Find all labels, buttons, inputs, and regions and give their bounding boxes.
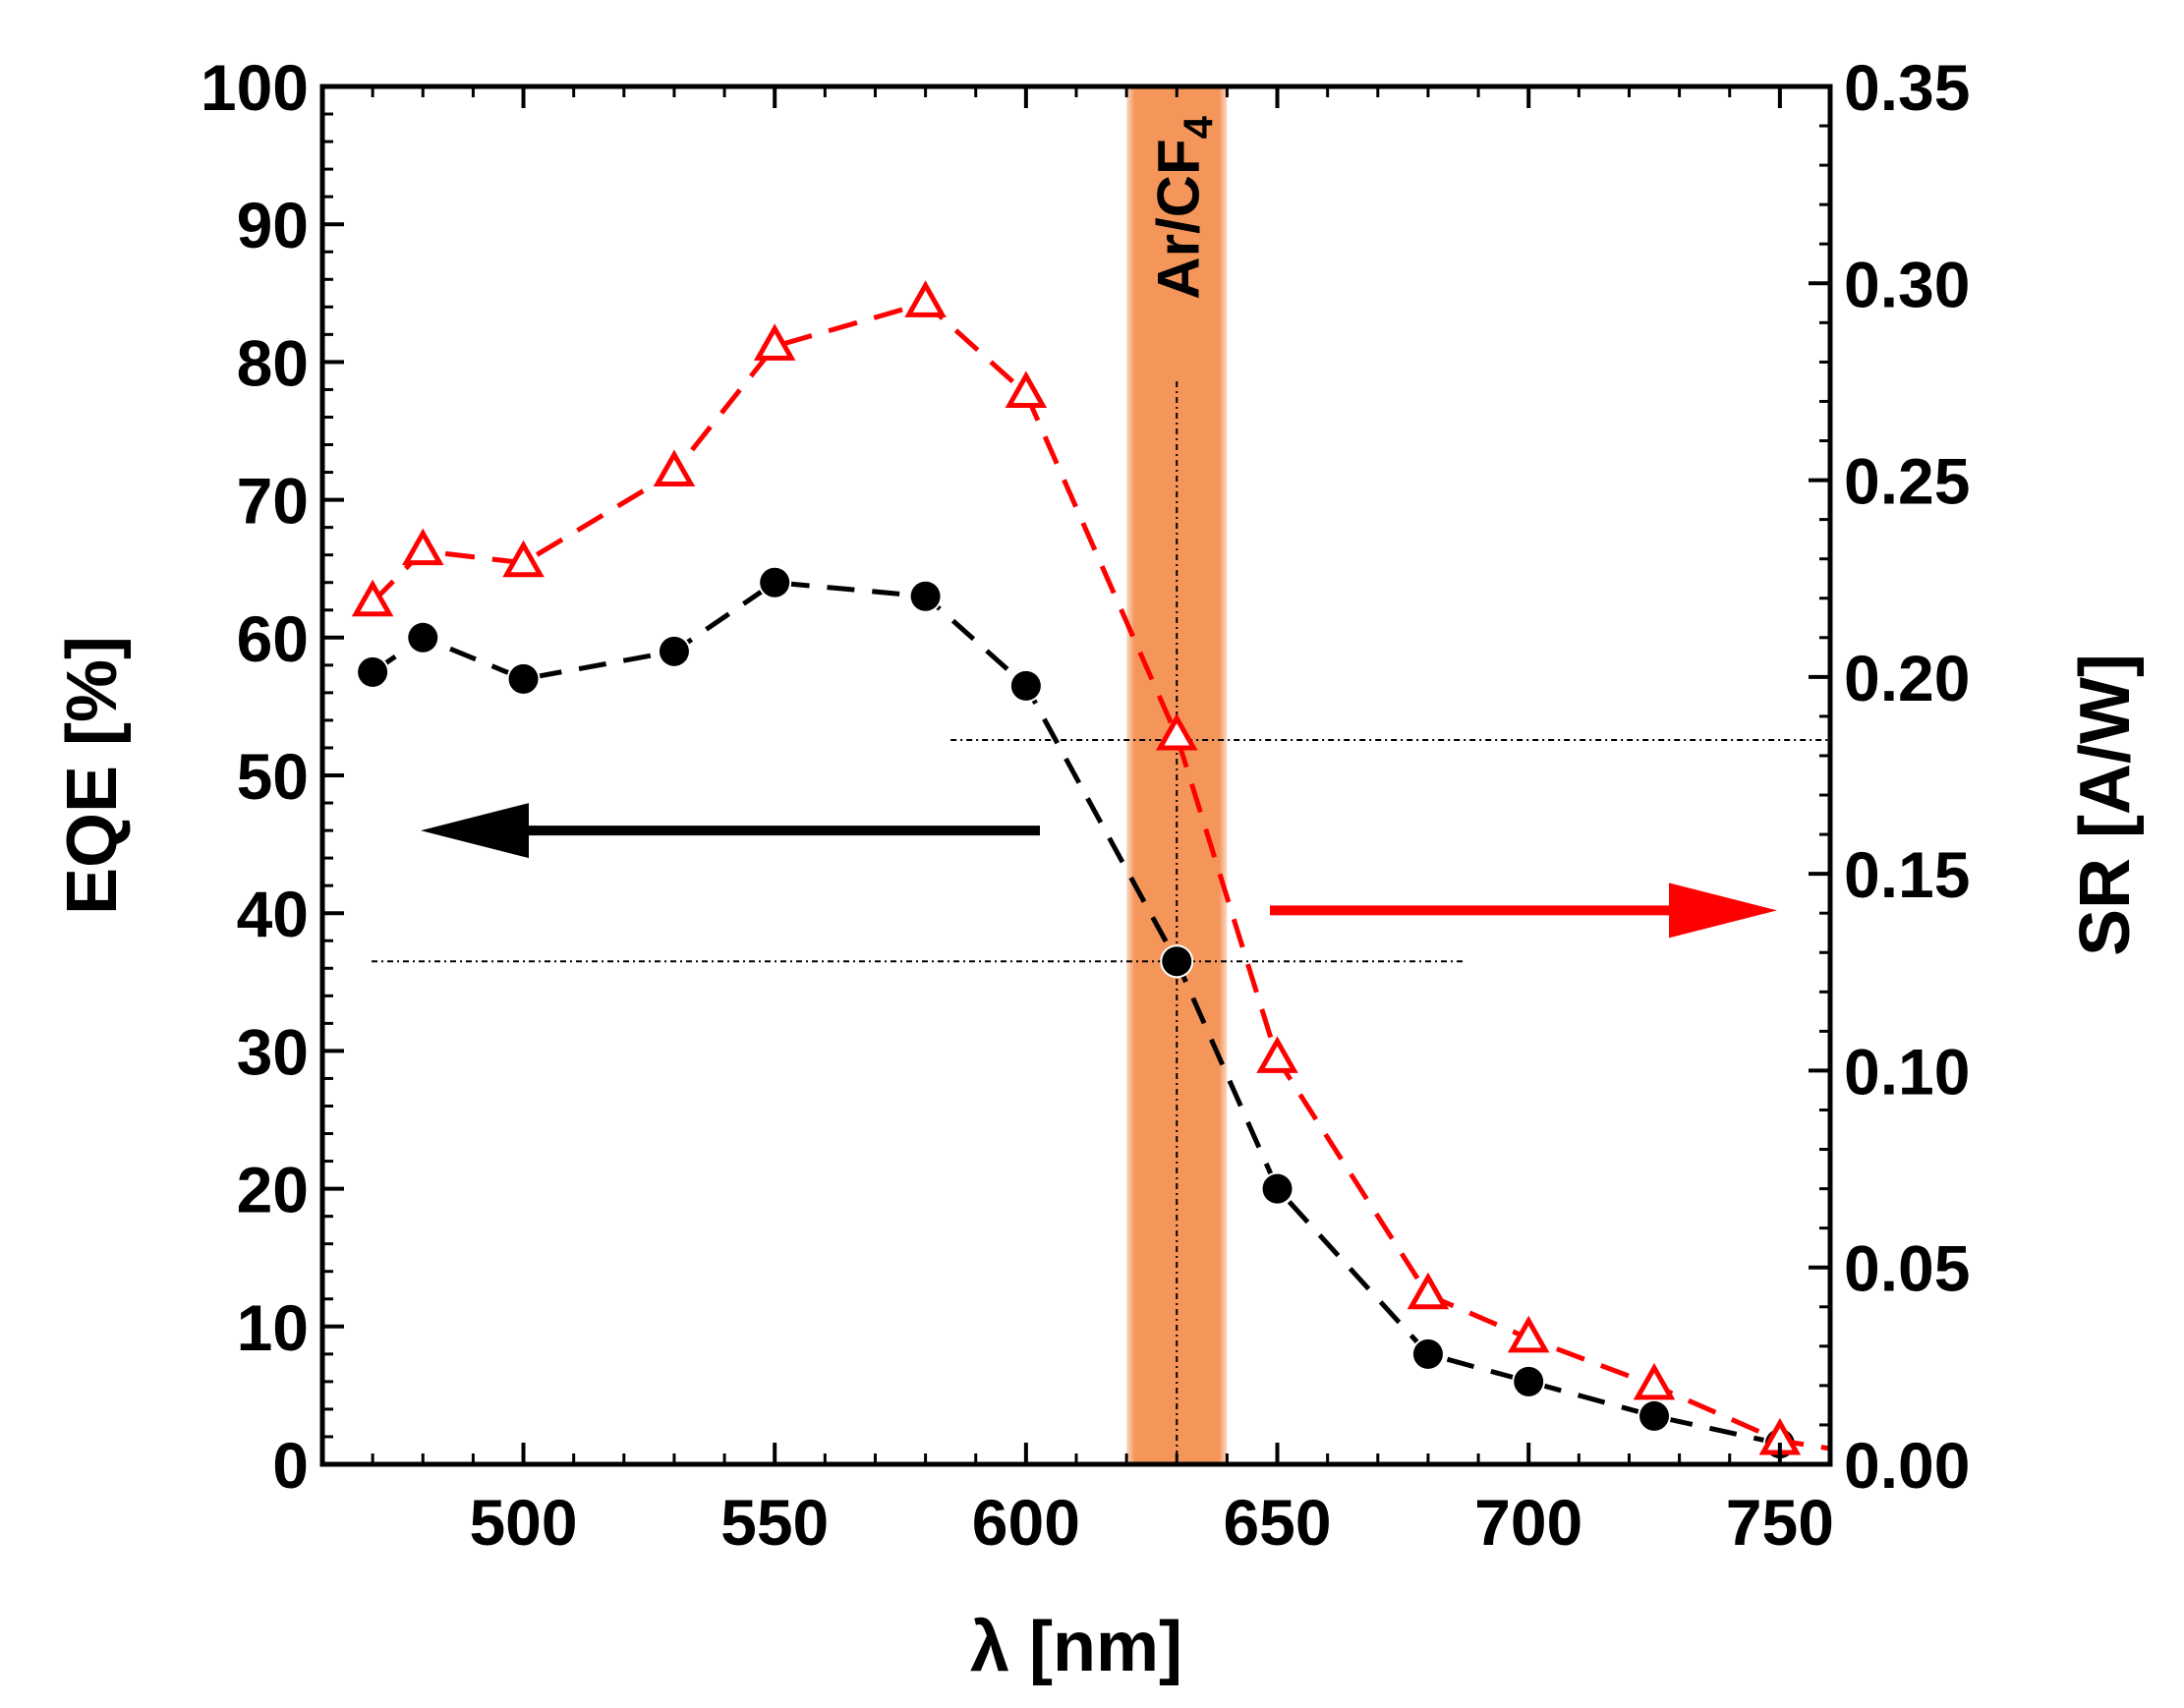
y-left-tick-label: 70 [237,465,309,538]
sr-point [502,540,545,578]
y-right-tick-label: 0.30 [1844,248,1970,320]
right-arrow-head [1669,882,1777,939]
sr-point [1005,370,1048,408]
y-left-axis-title: EQE [%] [53,636,132,915]
y-left-tick-label: 40 [237,878,309,950]
sr-point [1256,1036,1298,1073]
sr-point [753,323,796,361]
left-arrow-head [421,803,529,859]
eqe-point [1639,1400,1670,1431]
y-left-tick-label: 60 [237,602,309,675]
eqe-point [408,622,438,653]
band-label: Ar/CF4 [1145,115,1221,299]
x-tick-label: 650 [1223,1486,1331,1559]
eqe-point [358,656,388,687]
eqe-point [1162,946,1192,977]
y-left-tick-label: 50 [237,740,309,813]
series-line-eqe [371,580,1781,1447]
y-right-tick-label: 0.15 [1844,838,1970,911]
x-tick-label: 750 [1726,1486,1834,1559]
eqe-point [1514,1366,1544,1396]
sr-point [1633,1362,1676,1400]
sr-point [1507,1315,1550,1353]
x-tick-label: 550 [720,1486,829,1559]
y-left-tick-label: 0 [272,1429,309,1502]
eqe-point [508,663,539,694]
y-left-tick-label: 100 [201,51,309,124]
ticks-layer: 500 550 600 650 700 750 0 10 20 30 40 50 60 70 80 90 100… [201,51,1971,1559]
x-axis-title: λ [nm] [970,1608,1182,1686]
sr-point [904,280,947,317]
y-left-tick-label: 10 [237,1291,309,1364]
series-line-sr [371,300,1831,1452]
y-right-tick-label: 0.10 [1844,1035,1970,1108]
series-layer [351,280,1831,1460]
eqe-point [1262,1173,1293,1204]
y-left-tick-label: 90 [237,189,309,261]
sr-point [401,528,444,566]
x-tick-label: 500 [469,1486,577,1559]
y-left-tick-label: 20 [237,1154,309,1226]
band-label-subscript: 4 [1175,115,1221,139]
eqe-point [1412,1338,1443,1369]
arrow-layer [421,803,1777,939]
sr-point [351,579,394,617]
sr-point [1155,712,1198,751]
sr-point [653,449,696,487]
eqe-point [910,581,941,611]
y-right-tick-label: 0.20 [1844,642,1970,714]
x-tick-label: 600 [972,1486,1080,1559]
reference-lines [372,381,1830,1464]
x-tick-label: 700 [1474,1486,1582,1559]
y-right-axis-title: SR [A/W] [2066,654,2145,956]
eqe-point [659,636,689,666]
sr-point [1407,1272,1450,1310]
eqe-point [1010,670,1041,701]
band-label-text: Ar/CF [1145,139,1211,299]
eqe-point [760,567,790,598]
y-right-tick-label: 0.05 [1844,1232,1970,1305]
y-left-tick-label: 80 [237,326,309,399]
y-right-tick-label: 0.00 [1844,1429,1970,1502]
y-left-tick-label: 30 [237,1015,309,1088]
y-right-tick-label: 0.25 [1844,445,1970,518]
y-right-tick-label: 0.35 [1844,51,1970,124]
